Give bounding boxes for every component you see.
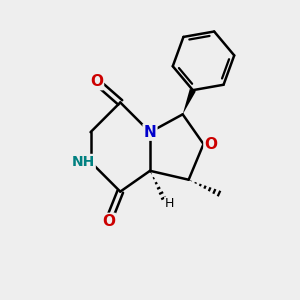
Text: O: O — [204, 136, 218, 152]
Polygon shape — [183, 89, 196, 114]
Text: O: O — [102, 214, 115, 229]
Text: H: H — [165, 197, 174, 210]
Text: N: N — [144, 125, 156, 140]
Text: O: O — [90, 74, 103, 89]
Text: NH: NH — [71, 155, 95, 169]
